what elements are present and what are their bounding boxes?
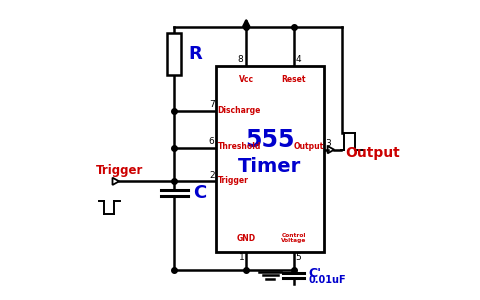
Text: C: C bbox=[193, 184, 207, 202]
Text: Trigger: Trigger bbox=[217, 176, 248, 185]
Text: Trigger: Trigger bbox=[96, 164, 144, 177]
Text: 555: 555 bbox=[245, 128, 295, 152]
Text: Output: Output bbox=[345, 146, 400, 160]
Text: 1: 1 bbox=[239, 254, 245, 262]
Text: 2: 2 bbox=[209, 171, 215, 180]
Text: Control
Voltage: Control Voltage bbox=[281, 233, 306, 243]
Bar bbox=[216, 66, 324, 252]
Text: 6: 6 bbox=[209, 137, 215, 146]
Text: 3: 3 bbox=[325, 139, 331, 148]
Text: Timer: Timer bbox=[239, 157, 301, 176]
Text: Output: Output bbox=[294, 142, 324, 152]
Text: Vcc: Vcc bbox=[239, 75, 254, 84]
Text: 5: 5 bbox=[295, 254, 301, 262]
Text: 8: 8 bbox=[238, 56, 243, 64]
Text: R: R bbox=[188, 45, 202, 63]
Bar bbox=[168, 33, 180, 75]
Text: C': C' bbox=[309, 267, 322, 280]
Text: 7: 7 bbox=[209, 100, 215, 109]
Text: GND: GND bbox=[237, 233, 256, 242]
Text: 0.01uF: 0.01uF bbox=[309, 275, 347, 285]
Text: Discharge: Discharge bbox=[217, 106, 261, 115]
Text: Threshold: Threshold bbox=[217, 142, 261, 152]
Text: 4: 4 bbox=[295, 56, 301, 64]
Text: Reset: Reset bbox=[281, 75, 306, 84]
